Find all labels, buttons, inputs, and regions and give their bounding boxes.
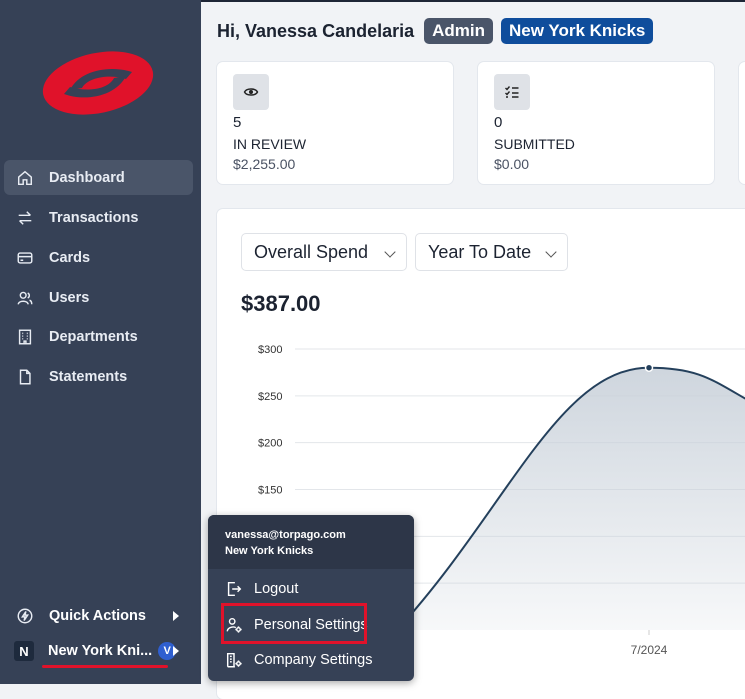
y-tick-label: $200 — [258, 438, 282, 450]
stat-card-in-review[interactable]: 5 IN REVIEW $2,255.00 — [217, 62, 453, 184]
metric-select-value: Overall Spend — [254, 241, 369, 262]
annotation-highlight-box — [221, 603, 367, 644]
quick-actions-label: Quick Actions — [49, 608, 146, 624]
sidebar: Dashboard Transactions Cards Users Depar… — [0, 0, 201, 684]
annotation-underline — [42, 665, 168, 668]
home-icon — [15, 168, 35, 188]
menu-item-label: Logout — [254, 581, 299, 597]
checklist-icon — [494, 74, 530, 110]
sidebar-item-statements[interactable]: Statements — [4, 359, 193, 394]
account-email: vanessa@torpago.com — [225, 529, 346, 541]
sidebar-item-label: Cards — [49, 249, 91, 266]
org-switcher-label: New York Kni... — [48, 643, 153, 659]
sidebar-item-label: Dashboard — [49, 169, 125, 186]
sidebar-item-departments[interactable]: Departments — [4, 319, 193, 354]
team-badge: New York Knicks — [501, 18, 654, 44]
period-select[interactable]: Year To Date — [415, 233, 568, 271]
user-gear-icon — [226, 617, 242, 633]
users-icon — [15, 288, 35, 308]
sidebar-item-cards[interactable]: Cards — [4, 240, 193, 275]
stat-label: SUBMITTED — [494, 136, 575, 152]
sidebar-item-label: Users — [49, 289, 90, 306]
area-fill — [397, 367, 745, 630]
menu-item-label: Personal Settings — [254, 617, 368, 633]
building-icon — [15, 327, 35, 347]
data-point[interactable] — [644, 363, 654, 372]
building-gear-icon — [226, 652, 242, 668]
quick-actions-button[interactable]: Quick Actions — [4, 601, 193, 631]
eye-icon — [233, 74, 269, 110]
account-menu-header: vanessa@torpago.com New York Knicks — [208, 515, 414, 569]
account-menu: vanessa@torpago.com New York Knicks Logo… — [208, 515, 414, 681]
credit-card-icon — [15, 248, 35, 268]
logout-menu-item[interactable]: Logout — [225, 577, 298, 601]
chevron-right-icon — [173, 646, 179, 656]
user-avatar: V — [158, 642, 177, 660]
y-tick-label: $300 — [258, 344, 282, 356]
sidebar-item-transactions[interactable]: Transactions — [4, 200, 193, 235]
document-icon — [15, 367, 35, 387]
account-org: New York Knicks — [225, 545, 314, 557]
org-initial-badge: N — [14, 641, 34, 661]
stat-card-partial[interactable] — [739, 62, 745, 184]
org-switcher-button[interactable]: N New York Kni... V — [4, 636, 193, 666]
company-settings-menu-item[interactable]: Company Settings — [225, 648, 372, 672]
stat-card-submitted[interactable]: 0 SUBMITTED $0.00 — [478, 62, 714, 184]
chevron-down-icon — [545, 246, 557, 258]
series-line — [396, 366, 745, 631]
stat-count: 5 — [233, 114, 242, 131]
metric-select[interactable]: Overall Spend — [241, 233, 407, 271]
role-badge: Admin — [424, 18, 493, 44]
stat-count: 0 — [494, 114, 503, 131]
total-spend: $387.00 — [241, 291, 321, 316]
transfer-arrows-icon — [15, 208, 35, 228]
greeting-text: Hi, Vanessa Candelaria — [217, 20, 415, 41]
sidebar-item-dashboard[interactable]: Dashboard — [4, 160, 193, 195]
page-header: Hi, Vanessa Candelaria Admin New York Kn… — [217, 18, 654, 44]
period-select-value: Year To Date — [428, 241, 532, 262]
y-tick-label: $250 — [258, 391, 282, 403]
company-logo[interactable] — [40, 50, 156, 116]
stat-label: IN REVIEW — [233, 136, 307, 152]
x-tick-label: 7/2024 — [631, 643, 668, 657]
sidebar-item-users[interactable]: Users — [4, 280, 193, 315]
stat-amount: $2,255.00 — [233, 156, 296, 172]
stat-amount: $0.00 — [494, 156, 530, 172]
chevron-right-icon — [173, 611, 179, 621]
chevron-down-icon — [384, 246, 396, 258]
sidebar-item-label: Transactions — [49, 209, 139, 226]
personal-settings-menu-item[interactable]: Personal Settings — [225, 613, 368, 637]
sidebar-item-label: Statements — [49, 368, 128, 385]
sidebar-item-label: Departments — [49, 328, 138, 345]
menu-item-label: Company Settings — [254, 652, 373, 668]
logout-icon — [227, 581, 242, 597]
top-border — [0, 0, 745, 2]
y-tick-label: $150 — [258, 485, 282, 497]
spend-area-chart: $300 $250 $200 $150 7/2024 — [258, 344, 745, 657]
lightning-circle-icon — [15, 606, 35, 626]
